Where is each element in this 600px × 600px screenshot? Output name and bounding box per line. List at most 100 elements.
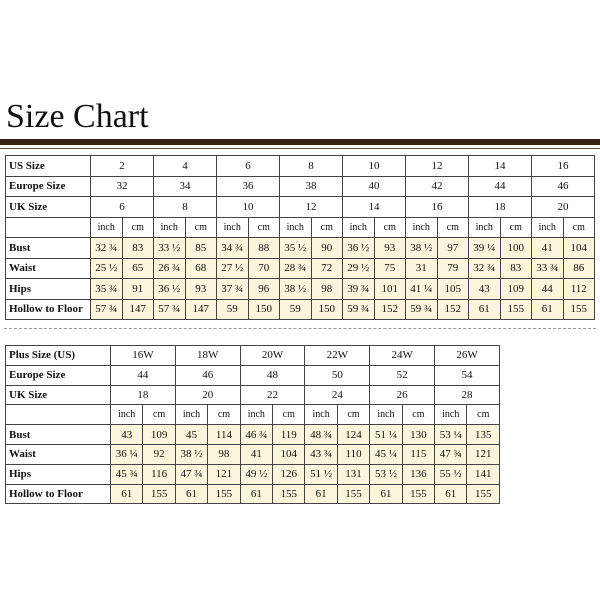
measurement: 38 ½ [405,237,438,259]
measurement: 25 ½ [90,257,123,279]
separator [4,328,596,329]
measurement: 36 ¼ [109,443,144,465]
plus-size-table: Plus Size (US) 16W 18W 20W 22W 24W 26W Europe S… [5,345,500,505]
unit-header: inch [405,216,438,238]
measurement: 31 [405,257,438,279]
unit-header: inch [90,216,123,238]
size-value: 48 [239,364,306,386]
size-value: 16 [405,196,469,218]
size-value: 16 [531,155,595,177]
measurement: 45 ¾ [109,463,144,485]
measurement: 33 ½ [153,237,186,259]
size-value: 18 [468,196,532,218]
unit-header: inch [239,404,274,426]
table-row: UK Size 18 20 22 24 26 28 [5,384,500,406]
measurement: 155 [499,298,532,320]
measurement: 55 ½ [434,463,468,485]
measurement: 34 ¾ [216,237,249,259]
size-value: 54 [434,364,500,386]
measurement: 61 [369,483,403,505]
measurement: 33 ¾ [531,257,564,279]
size-value: 42 [405,175,469,197]
table-row: Waist 25 ½ 65 26 ¾ 68 27 ½ 70 28 ¾ 72 29 ½ 75 31 79 3… [5,257,595,279]
size-value: 20 [531,196,595,218]
measurement: 61 [174,483,209,505]
unit-header: inch [216,216,249,238]
measurement: 92 [142,443,176,465]
unit-header: cm [373,216,406,238]
measurement: 72 [310,257,343,279]
row-label: Bust [5,237,91,259]
measurement: 155 [142,483,176,505]
measurement: 59 [279,298,312,320]
size-value: 2 [90,155,154,177]
size-value: 34 [153,175,217,197]
measurement: 104 [562,237,595,259]
measurement: 135 [466,424,500,445]
measurement: 70 [247,257,280,279]
measurement: 115 [401,443,436,465]
row-label [5,404,111,426]
measurement: 101 [373,278,406,300]
measurement: 114 [207,424,241,445]
measurement: 109 [499,278,532,300]
size-value: 10 [216,196,280,218]
measurement: 41 [531,237,564,259]
unit-header: cm [184,216,217,238]
measurement: 152 [373,298,406,320]
size-value: 14 [468,155,532,177]
measurement: 59 ¾ [405,298,438,320]
size-value: 28 [434,384,500,406]
size-value: 46 [531,175,595,197]
row-label: Waist [5,443,111,465]
unit-header: cm [247,216,280,238]
measurement: 126 [272,463,306,485]
title-rule [0,139,600,145]
measurement: 51 ½ [304,463,338,485]
size-value: 16W [110,345,176,366]
table-row: Europe Size 44 46 48 50 52 54 [5,364,500,386]
measurement: 141 [466,463,500,485]
unit-header: inch [174,404,209,426]
size-value: 50 [304,364,371,386]
measurement: 68 [184,257,217,279]
measurement: 75 [373,257,406,279]
measurement: 38 ½ [279,278,312,300]
measurement: 155 [562,298,595,320]
measurement: 39 ¾ [342,278,375,300]
unit-header: inch [342,216,375,238]
unit-header: inch [279,216,312,238]
measurement: 150 [247,298,280,320]
measurement: 51 ¼ [369,424,403,445]
measurement: 93 [373,237,406,259]
measurement: 104 [272,443,306,465]
unit-header: cm [466,404,500,426]
table-row: Europe Size 32 34 36 38 40 42 44 46 [5,175,595,197]
table-row: Plus Size (US) 16W 18W 20W 22W 24W 26W [5,345,500,366]
size-value: 4 [153,155,217,177]
measurement: 27 ½ [216,257,249,279]
measurement: 85 [184,237,217,259]
size-value: 22W [304,345,371,366]
measurement: 46 ¾ [239,424,274,445]
unit-header: cm [310,216,343,238]
size-value: 32 [90,175,154,197]
measurement: 45 [174,424,209,445]
measurement: 48 ¾ [304,424,338,445]
measurement: 86 [562,257,595,279]
size-value: 26W [434,345,500,366]
measurement: 43 ¾ [304,443,338,465]
table-row: Hollow to Floor 61 155 61 155 61 155 61 155 61 155… [5,483,500,505]
measurement: 61 [109,483,144,505]
unit-header: inch [531,216,564,238]
row-label: Plus Size (US) [5,345,111,366]
table-row: Hollow to Floor 57 ¾ 147 57 ¾ 147 59 150 59 150 5… [5,298,595,320]
measurement: 152 [436,298,469,320]
measurement: 41 ¼ [405,278,438,300]
measurement: 53 ½ [369,463,403,485]
measurement: 155 [466,483,500,505]
row-label: Hips [5,463,111,485]
measurement: 61 [434,483,468,505]
measurement: 32 ¾ [90,237,123,259]
